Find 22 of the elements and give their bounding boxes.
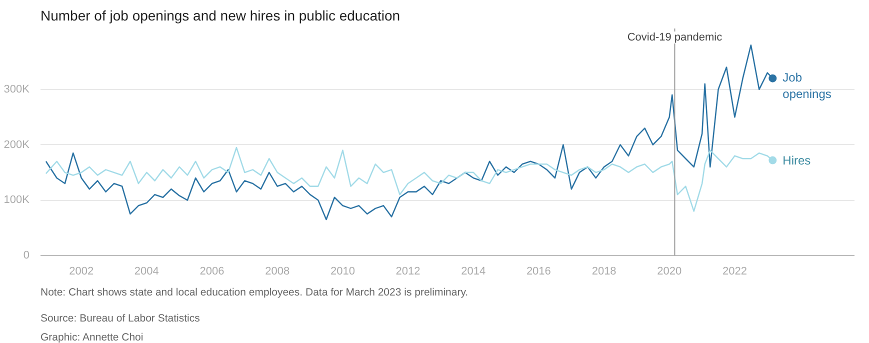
series-label: Job openings bbox=[782, 70, 832, 102]
x-tick-label: 2002 bbox=[69, 266, 94, 278]
chart-title: Number of job openings and new hires in public education bbox=[40, 8, 400, 24]
y-tick-label: 0 bbox=[23, 250, 30, 262]
series-label: Hires bbox=[782, 153, 811, 168]
y-tick-label: 300K bbox=[4, 83, 30, 96]
x-tick-label: 2008 bbox=[265, 266, 290, 278]
x-tick-label: 2014 bbox=[461, 266, 486, 278]
y-tick-label: 100K bbox=[4, 194, 30, 206]
x-tick-label: 2018 bbox=[592, 266, 616, 278]
x-tick-label: 2020 bbox=[657, 266, 682, 278]
x-tick-label: 2004 bbox=[134, 266, 159, 278]
x-tick-label: 2006 bbox=[200, 266, 224, 278]
x-tick-label: 2022 bbox=[722, 266, 747, 278]
source-note: Source: Bureau of Labor Statistics bbox=[40, 312, 200, 324]
y-tick-label: 200K bbox=[4, 138, 30, 151]
text: Note: Chart shows state and local education employees. Data for March 2023 is preliminary. bbox=[40, 286, 468, 298]
x-tick-label: 2016 bbox=[526, 266, 551, 278]
ref-line-label: Covid-19 pandemic bbox=[627, 32, 723, 44]
x-tick-label: 2010 bbox=[330, 266, 355, 278]
x-tick-label: 2012 bbox=[396, 266, 420, 278]
text: Graphic: Annette Choi bbox=[40, 332, 144, 343]
